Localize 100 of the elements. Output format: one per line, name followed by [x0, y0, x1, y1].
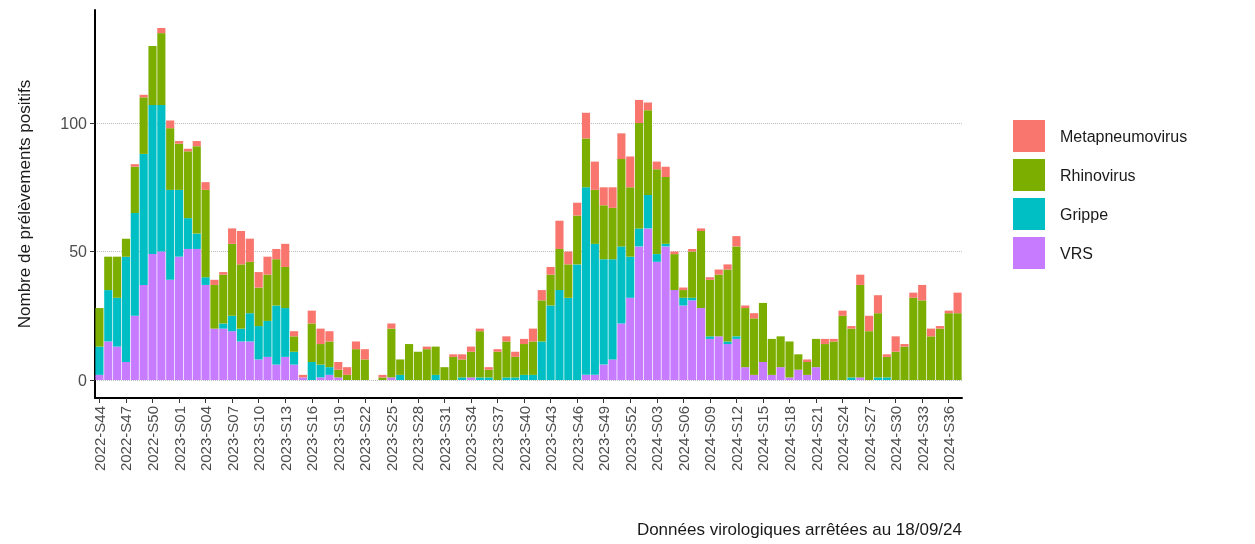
- bar: [705, 277, 714, 280]
- bar: [803, 359, 812, 363]
- bar: [201, 182, 210, 190]
- x-tick-label: 2022-S47: [117, 406, 135, 472]
- bar: [431, 374, 440, 381]
- bar: [847, 377, 856, 381]
- x-tick-label: 2024-S30: [887, 406, 905, 472]
- bar: [688, 248, 697, 252]
- bar: [511, 351, 520, 357]
- y-tick-label: 100: [60, 114, 88, 132]
- bar: [466, 346, 476, 352]
- bar: [696, 228, 706, 231]
- bar: [360, 349, 369, 360]
- legend-label: Rhinovirus: [1060, 166, 1136, 184]
- bar: [723, 341, 732, 345]
- bar: [289, 336, 299, 352]
- bar: [458, 377, 467, 381]
- bar: [643, 195, 652, 229]
- bar: [635, 228, 644, 247]
- bar: [652, 254, 661, 262]
- x-tick-label: 2023-S28: [409, 406, 427, 472]
- bar: [714, 269, 723, 275]
- bar: [95, 346, 104, 375]
- x-tick-label: 2023-S10: [250, 406, 268, 472]
- bar: [351, 341, 361, 350]
- x-tick-label: 2023-S34: [462, 406, 480, 472]
- x-tick-label: 2023-S25: [382, 406, 400, 472]
- bar: [192, 141, 201, 147]
- bar: [564, 251, 573, 265]
- bar: [732, 236, 741, 247]
- x-tick-label: 2023-S07: [223, 406, 241, 472]
- x-tick-label: 2024-S24: [834, 406, 852, 472]
- bar: [166, 120, 175, 129]
- x-tick-label: 2023-S04: [197, 406, 215, 472]
- bar: [670, 254, 679, 291]
- bar: [219, 272, 228, 275]
- bar: [581, 112, 591, 139]
- legend-label: Grippe: [1060, 205, 1109, 223]
- x-tick-label: 2023-S16: [303, 406, 321, 472]
- x-tick-label: 2024-S33: [913, 406, 931, 472]
- bar: [95, 308, 104, 347]
- x-tick-label: 2023-S01: [170, 406, 188, 472]
- bar: [873, 295, 883, 314]
- x-tick-label: 2024-S36: [940, 406, 958, 472]
- legend-label: Metapneumovirus: [1060, 127, 1188, 145]
- bar: [750, 313, 759, 319]
- x-tick-label: 2024-S21: [807, 406, 825, 472]
- bar: [741, 305, 750, 309]
- x-tick-label: 2024-S18: [780, 406, 798, 472]
- x-tick-label: 2023-S49: [595, 406, 613, 472]
- bar: [387, 323, 396, 329]
- bar: [537, 290, 546, 301]
- bar: [856, 274, 865, 285]
- text: Données virologiques arrêtées au 18/09/24: [636, 520, 962, 539]
- x-tick-label: 2023-S43: [542, 406, 560, 472]
- bar: [705, 336, 714, 339]
- y-tick-label: 50: [69, 243, 88, 261]
- x-tick-label: 2023-S40: [515, 406, 533, 472]
- x-tick-label: 2024-S03: [648, 406, 666, 472]
- x-tick-label: 2023-S22: [356, 406, 374, 472]
- bar: [210, 279, 219, 285]
- bar: [289, 331, 299, 337]
- bar: [581, 138, 591, 188]
- x-tick-label: 2024-S15: [754, 406, 772, 472]
- bar: [387, 377, 396, 381]
- y-axis-title: Nombre de prélèvements positifs: [15, 79, 34, 329]
- x-tick-label: 2023-S13: [276, 406, 294, 472]
- bar: [396, 374, 405, 381]
- bar: [546, 266, 555, 275]
- bar: [573, 215, 582, 265]
- bar: [856, 377, 865, 381]
- bar: [201, 277, 210, 285]
- bar: [555, 220, 564, 249]
- bar: [466, 377, 476, 381]
- bar: [493, 349, 502, 352]
- bar: [865, 315, 874, 332]
- x-tick-label: 2022-S44: [90, 406, 108, 472]
- x-tick-label: 2023-S31: [435, 406, 453, 472]
- bar: [307, 310, 316, 324]
- x-tick-label: 2022-S50: [144, 406, 162, 472]
- x-tick-label: 2023-S37: [489, 406, 507, 472]
- bar: [732, 336, 741, 339]
- bar: [723, 264, 732, 270]
- bar: [838, 310, 847, 316]
- bar: [484, 367, 493, 370]
- bar: [157, 27, 166, 34]
- bar: [502, 336, 511, 342]
- x-tick-label: 2023-S52: [621, 406, 639, 472]
- bar: [882, 354, 891, 357]
- bar: [847, 326, 856, 329]
- x-tick-label: 2024-S27: [860, 406, 878, 472]
- bar: [130, 164, 139, 167]
- x-tick-label: 2023-S46: [568, 406, 586, 472]
- bar: [121, 238, 131, 257]
- y-tick-label: 0: [78, 371, 88, 389]
- bar: [573, 202, 582, 216]
- x-tick-label: 2024-S12: [727, 406, 745, 472]
- bar: [935, 326, 944, 329]
- bar: [130, 166, 139, 213]
- bar: [174, 141, 184, 144]
